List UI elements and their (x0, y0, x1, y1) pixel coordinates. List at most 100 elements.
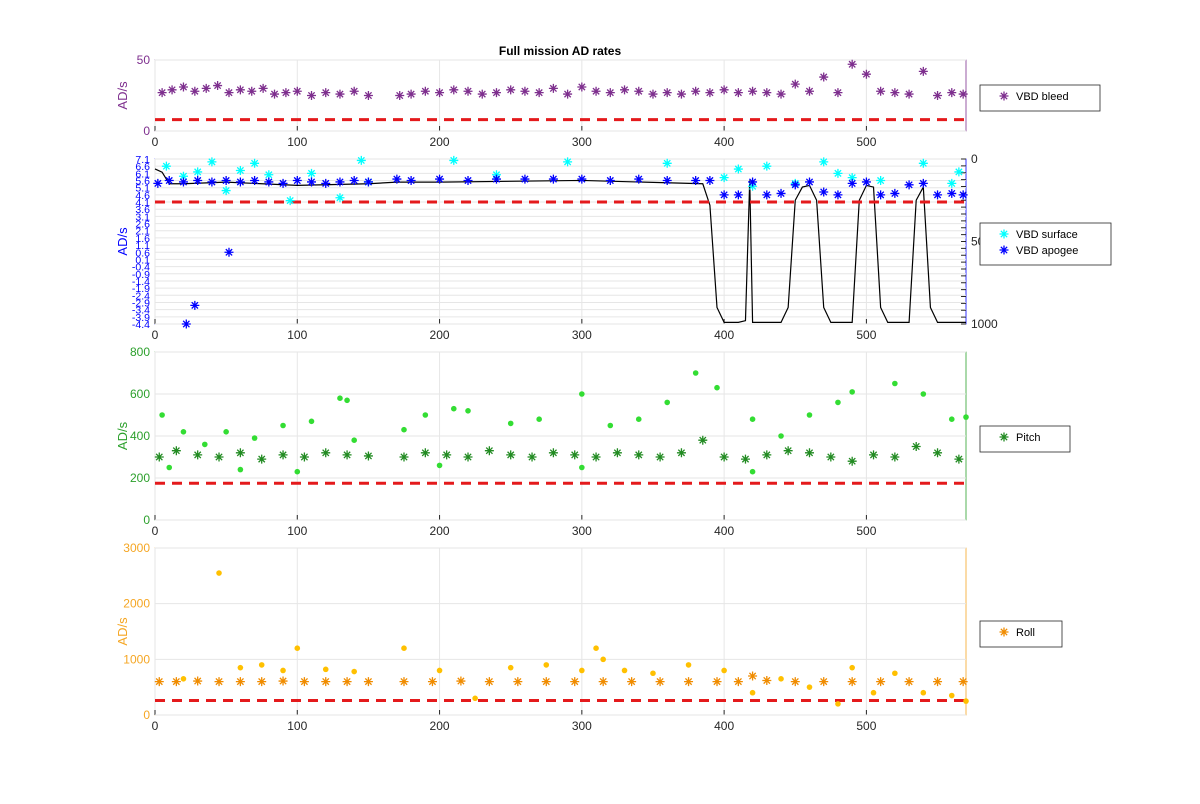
data-point (280, 422, 286, 429)
data-point (762, 88, 772, 98)
y-tick-label: -1.9 (132, 283, 150, 295)
data-point (958, 89, 968, 99)
data-point (655, 677, 665, 687)
legend-marker (999, 245, 1009, 255)
x-tick-label: 400 (714, 524, 734, 538)
x-tick-label: 500 (856, 719, 876, 733)
data-point (563, 157, 573, 167)
data-point (207, 177, 217, 187)
data-point (307, 168, 317, 178)
legend-label: VBD surface (1016, 229, 1078, 241)
x-tick-label: 100 (287, 328, 307, 342)
data-point (904, 89, 914, 99)
x-tick-label: 300 (572, 135, 592, 149)
data-point (933, 190, 943, 200)
data-point (221, 176, 231, 186)
data-point (790, 79, 800, 89)
data-point (721, 667, 727, 674)
data-point (600, 656, 606, 663)
data-point (213, 81, 223, 91)
x-tick-label: 0 (152, 524, 159, 538)
y-axis-label: AD/s (115, 421, 130, 450)
panel-vbd-bleed: 0 100 200 300 400 500 0 50 AD/s VBD bleed (115, 53, 1101, 149)
data-point (920, 689, 927, 696)
y-tick-label: 0 (143, 708, 150, 722)
data-point (911, 442, 921, 451)
data-point (337, 395, 343, 402)
data-point (958, 190, 968, 200)
data-point (890, 88, 900, 98)
data-point (420, 448, 430, 458)
y-tick-label: 7.1 (135, 154, 150, 166)
data-point (733, 190, 743, 200)
y-tick-label: 600 (130, 387, 150, 401)
x-tick-label: 0 (152, 328, 159, 342)
data-point (748, 671, 758, 681)
data-point (536, 416, 542, 423)
data-point (392, 174, 402, 184)
data-point (321, 178, 331, 188)
data-point (406, 176, 416, 186)
data-point (264, 177, 274, 187)
data-point (299, 452, 309, 462)
plot-area (154, 158, 967, 325)
data-point (190, 300, 200, 310)
legend-box (979, 84, 1101, 112)
data-point (506, 450, 516, 460)
data-point (819, 677, 829, 687)
data-point (335, 89, 345, 99)
data-point (847, 59, 857, 69)
y-tick-label: 1.1 (135, 240, 150, 252)
data-point (491, 174, 501, 184)
data-point (507, 420, 514, 427)
data-point (662, 88, 672, 98)
data-point (456, 676, 466, 686)
data-point (676, 448, 686, 458)
data-point (762, 161, 772, 171)
data-point (804, 177, 814, 187)
data-point (833, 168, 843, 178)
data-point (449, 85, 459, 95)
data-point (892, 380, 898, 387)
data-point (933, 448, 943, 458)
y-axis-label: AD/s (115, 81, 130, 110)
data-point (947, 88, 957, 98)
data-point (190, 86, 200, 96)
data-point (762, 190, 772, 200)
data-point (543, 662, 550, 668)
data-point (861, 69, 871, 79)
data-point (193, 676, 203, 686)
data-point (548, 174, 558, 184)
data-point (579, 667, 585, 674)
data-point (579, 391, 585, 397)
data-point (427, 677, 437, 687)
data-point (342, 677, 352, 687)
plot-area (154, 547, 967, 716)
data-point (193, 167, 203, 177)
data-point (819, 157, 829, 167)
data-point (819, 187, 829, 197)
data-point (958, 677, 968, 687)
data-point (294, 468, 301, 475)
data-point (676, 89, 686, 99)
data-point (890, 452, 900, 462)
data-point (570, 450, 580, 460)
x-tick-label: 100 (287, 135, 307, 149)
data-point (235, 177, 245, 187)
y-tick-label: -3.4 (132, 305, 150, 317)
data-point (335, 193, 345, 203)
data-point (463, 86, 473, 96)
data-point (153, 178, 163, 188)
data-point (235, 448, 245, 458)
data-point (778, 676, 784, 682)
data-point (635, 416, 642, 423)
y2-tick-label: 1000 (971, 317, 998, 331)
x-tick-label: 400 (714, 328, 734, 342)
data-point (806, 412, 813, 418)
data-point (171, 677, 181, 687)
data-point (577, 174, 587, 184)
y-tick-label: 2000 (123, 597, 150, 611)
data-point (849, 389, 855, 395)
data-point (835, 399, 841, 406)
x-tick-label: 200 (430, 719, 450, 733)
